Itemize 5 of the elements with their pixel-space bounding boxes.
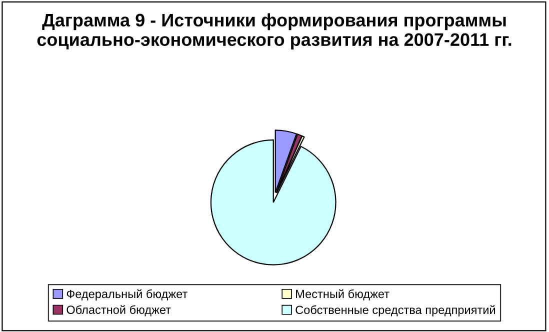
chart-title: Даграмма 9 - Источники формирования программы социально-экономического развития на 2007-2011 гг. [37,13,512,50]
legend-label: Федеральный бюджет [66,289,188,300]
legend-label: Собственные средства предприятий [296,305,496,316]
legend-label: Местный бюджет [296,289,390,300]
legend-label: Областной бюджет [66,305,171,316]
